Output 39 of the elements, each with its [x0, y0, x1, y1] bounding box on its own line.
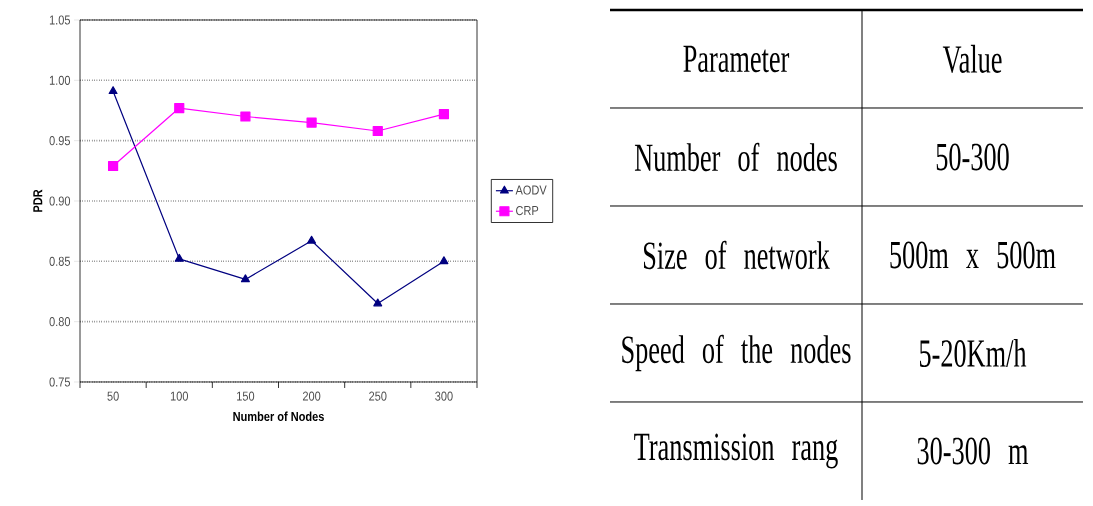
- point: [306, 117, 317, 128]
- legend-label: AODV: [515, 185, 547, 195]
- point: [108, 86, 118, 95]
- y-tick-label: 0.80: [49, 317, 71, 327]
- point: [438, 109, 450, 120]
- point: [307, 235, 317, 244]
- y-tick-label: 0.90: [49, 196, 71, 206]
- point: [107, 160, 119, 172]
- text: Speed of the nodes: [622, 334, 851, 372]
- y-tick-label: 1.05: [49, 15, 71, 25]
- y-axis-title: PDR: [33, 189, 43, 212]
- point: [240, 111, 251, 122]
- text: Parameter: [683, 45, 790, 73]
- text: Size of network: [643, 240, 830, 270]
- text: 500m x 500m: [890, 241, 1056, 269]
- text: Number of nodes: [634, 142, 837, 172]
- y-tick-label: 0.75: [49, 377, 71, 387]
- legend-label: CRP: [516, 205, 539, 216]
- x-tick-label: 300: [435, 391, 453, 401]
- point: [373, 298, 383, 307]
- point: [439, 256, 449, 265]
- x-tick-label: 150: [237, 391, 255, 401]
- x-tick-label: 200: [302, 391, 321, 401]
- text: Transmission rang: [634, 433, 838, 469]
- x-tick-label: 100: [170, 391, 189, 401]
- point: [174, 253, 184, 262]
- y-tick-label: 0.85: [49, 256, 71, 266]
- point: [174, 102, 185, 114]
- point: [372, 125, 383, 137]
- y-tick-label: 0.95: [49, 136, 71, 146]
- x-tick-label: 50: [107, 391, 119, 401]
- text: 50-300: [936, 143, 1009, 171]
- y-tick-label: 1.00: [49, 75, 71, 85]
- x-tick-label: 250: [369, 391, 387, 401]
- x-axis-title: Number of Nodes: [233, 411, 324, 422]
- text: Value: [942, 44, 1002, 74]
- point: [240, 274, 250, 283]
- text: 5-20Km/h: [919, 338, 1027, 368]
- text: 30-300 m: [917, 437, 1029, 465]
